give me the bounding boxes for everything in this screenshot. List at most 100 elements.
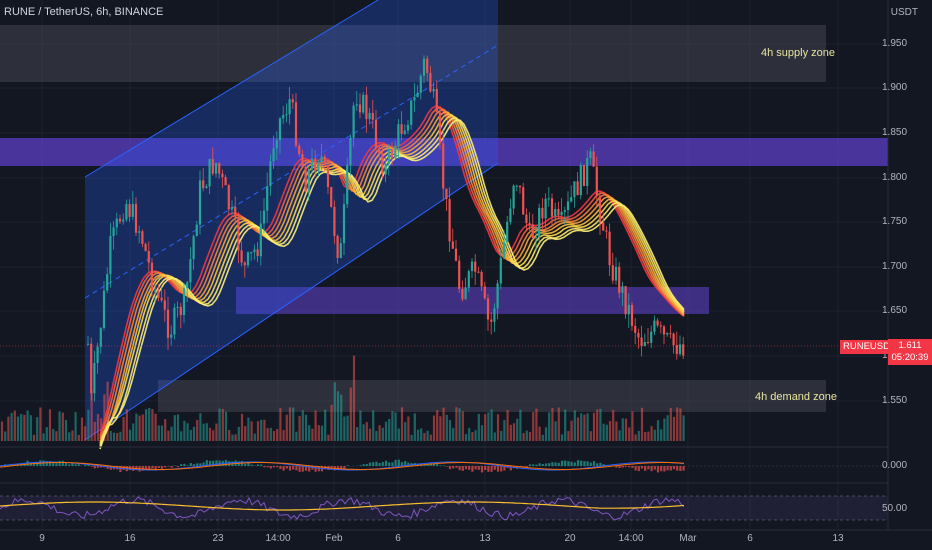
volume-bar — [672, 416, 676, 441]
volume-bar — [39, 407, 42, 441]
candle-body — [486, 298, 490, 320]
macd-histogram-bar — [269, 466, 272, 469]
macd-histogram-bar — [436, 464, 439, 466]
macd-histogram-bar — [288, 466, 292, 471]
candle-body — [573, 181, 576, 198]
candle-body — [307, 169, 310, 192]
candle-body — [262, 210, 266, 224]
candle-body — [326, 164, 330, 188]
volume-bar — [240, 413, 244, 441]
macd-histogram-bar — [45, 461, 48, 466]
volume-bar — [52, 429, 55, 441]
price-unit-label: USDT — [890, 7, 918, 18]
candle-body — [358, 104, 362, 113]
volume-bar — [375, 431, 378, 441]
candle-body — [522, 187, 525, 215]
volume-bar — [548, 412, 551, 441]
macd-histogram-bar — [61, 460, 64, 466]
volume-bar — [84, 426, 87, 441]
candle-body — [598, 195, 602, 223]
volume-bar — [333, 382, 336, 441]
candle-body — [157, 290, 160, 298]
volume-bar — [660, 429, 663, 441]
volume-bar — [359, 410, 362, 441]
indicator-tick: 50.00 — [882, 503, 908, 514]
macd-histogram-bar — [602, 464, 605, 466]
macd-histogram-bar — [576, 460, 580, 466]
volume-bar — [276, 429, 279, 441]
volume-bar — [362, 424, 365, 441]
volume-bar — [560, 434, 564, 441]
macd-histogram-bar — [660, 466, 663, 472]
volume-bar — [228, 430, 231, 441]
symbol-title[interactable]: RUNE / TetherUS, 6h, BINANCE — [4, 6, 164, 18]
candle-body — [678, 344, 682, 355]
volume-bar — [484, 414, 487, 441]
macd-histogram-bar — [487, 466, 490, 472]
candle-body — [102, 290, 106, 329]
macd-histogram-bar — [650, 466, 653, 472]
candle-body — [346, 165, 349, 205]
volume-bar — [528, 432, 532, 441]
macd-histogram-bar — [503, 466, 506, 471]
candle-body — [541, 207, 544, 219]
macd-histogram-bar — [532, 464, 535, 466]
macd-histogram-bar — [509, 466, 512, 471]
macd-histogram-bar — [301, 466, 304, 472]
candle-body — [605, 230, 608, 232]
candle-body — [240, 250, 243, 263]
volume-bar — [144, 408, 148, 441]
macd-histogram-bar — [564, 460, 567, 466]
volume-bar — [621, 418, 624, 441]
volume-bar — [346, 415, 349, 441]
time-tick: 13 — [479, 533, 491, 544]
candle-body — [374, 119, 378, 149]
candle-body — [112, 227, 115, 237]
macd-histogram-bar — [672, 466, 676, 470]
volume-bar — [320, 425, 324, 441]
macd-histogram-bar — [618, 466, 621, 469]
macd-histogram-bar — [119, 466, 122, 473]
candle-body — [243, 262, 246, 266]
macd-histogram-bar — [346, 465, 349, 466]
volume-bar — [663, 418, 666, 441]
macd-histogram-bar — [397, 459, 400, 466]
candle-body — [218, 163, 221, 174]
candle-body — [518, 185, 522, 188]
candle-body — [582, 164, 586, 186]
volume-bar — [180, 431, 183, 441]
volume-bar — [423, 433, 426, 441]
volume-bar — [266, 428, 269, 441]
volume-bar — [442, 407, 445, 441]
volume-bar — [647, 431, 650, 441]
volume-bar — [413, 413, 416, 441]
macd-histogram-bar — [282, 466, 285, 471]
volume-bar — [0, 421, 4, 441]
macd-histogram-bar — [202, 462, 205, 466]
volume-bar — [250, 421, 253, 441]
macd-histogram-bar — [272, 466, 276, 468]
volume-bar — [295, 431, 298, 441]
macd-histogram-bar — [615, 466, 618, 468]
price-tick: 1.550 — [882, 395, 908, 406]
macd-histogram-bar — [151, 466, 154, 469]
macd-histogram-bar — [84, 464, 87, 466]
volume-bar — [368, 428, 372, 441]
candle-body — [138, 231, 141, 233]
candle-body — [256, 249, 259, 257]
time-tick: 16 — [124, 533, 136, 544]
volume-bar — [554, 421, 557, 441]
macd-histogram-bar — [256, 464, 260, 466]
candle-body — [454, 248, 458, 261]
candle-body — [662, 326, 666, 335]
rsi-band — [0, 496, 888, 520]
macd-histogram-bar — [439, 465, 442, 466]
bar-countdown: 05:20:39 — [891, 352, 929, 363]
volume-bar — [404, 422, 407, 441]
candle-body — [576, 181, 579, 196]
volume-bar — [624, 418, 628, 441]
volume-bar — [512, 423, 516, 441]
volume-bar — [448, 419, 452, 441]
volume-bar — [410, 434, 413, 441]
